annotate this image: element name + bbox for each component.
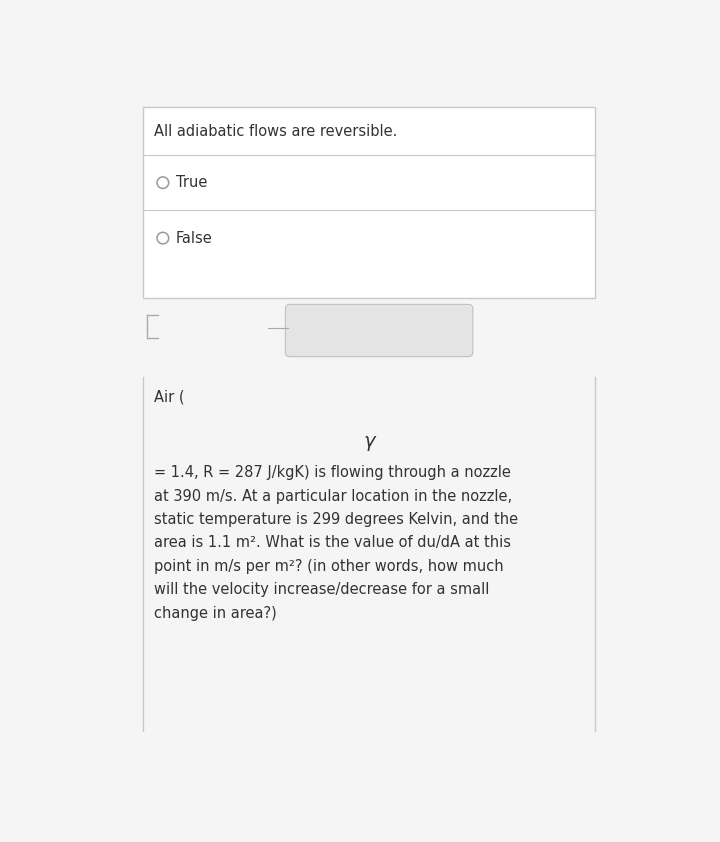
Circle shape [157, 232, 168, 244]
Text: γ: γ [364, 432, 374, 451]
Text: False: False [176, 231, 212, 246]
Text: True: True [176, 175, 207, 190]
FancyBboxPatch shape [143, 107, 595, 298]
Text: All adiabatic flows are reversible.: All adiabatic flows are reversible. [153, 124, 397, 139]
Text: Air (: Air ( [153, 389, 184, 404]
Text: = 1.4, R = 287 J/kgK) is flowing through a nozzle
at 390 m/s. At a particular lo: = 1.4, R = 287 J/kgK) is flowing through… [153, 466, 518, 621]
Circle shape [157, 177, 168, 189]
FancyBboxPatch shape [285, 304, 473, 357]
